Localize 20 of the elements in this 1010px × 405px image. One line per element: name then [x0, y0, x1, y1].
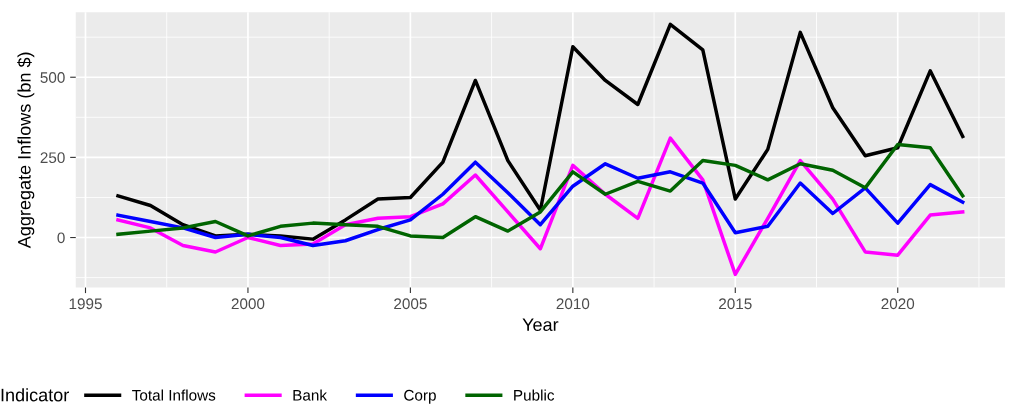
legend-title: Indicator	[1, 388, 69, 402]
legend-label: Corp	[404, 389, 436, 404]
line-series	[116, 136, 965, 277]
legend-label: Total Inflows	[132, 389, 216, 401]
x-tick-label: 2020	[881, 298, 915, 310]
legend-label: Public	[514, 389, 555, 401]
x-tick-label: 1995	[69, 298, 102, 310]
y-tick-label: 250	[40, 152, 65, 164]
x-tick-label: 2010	[556, 298, 590, 310]
y-tick-label: 500	[40, 72, 65, 83]
y-tick-label: 0	[57, 232, 65, 244]
line-series	[116, 142, 965, 240]
line-series	[116, 22, 965, 241]
x-tick-label: 2000	[231, 298, 265, 310]
x-axis-title: Year	[522, 318, 559, 332]
y-axis-title: Aggregate Inflows (bn $)	[17, 52, 35, 249]
x-tick-label: 2005	[394, 298, 427, 310]
line-series	[116, 160, 965, 248]
x-tick-label: 2015	[719, 298, 752, 310]
legend-label: Bank	[293, 389, 328, 401]
